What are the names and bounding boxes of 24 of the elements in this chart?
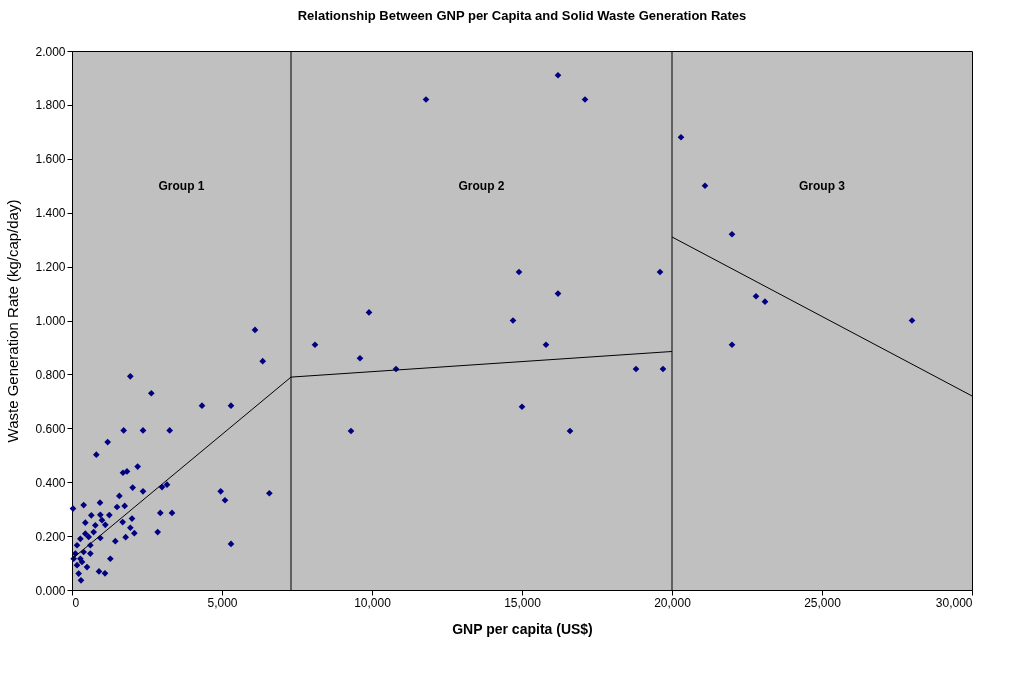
annotation: Group 3 [798,178,846,193]
x-tick-label: 30,000 [935,595,973,610]
x-tick-label: 0 [72,595,80,610]
y-tick-label: 0.000 [35,583,66,598]
y-tick-label: 0.800 [35,367,66,382]
annotation: Group 2 [458,178,505,193]
x-tick-label: 10,000 [354,595,392,610]
x-tick-label: 15,000 [504,595,542,610]
x-axis-title: GNP per capita (US$) [452,620,593,637]
x-tick-label: 25,000 [804,595,842,610]
y-tick-label: 1.400 [35,206,66,221]
y-axis-title: Waste Generation Rate (kg/cap/day) [4,199,22,443]
y-tick-label: 1.800 [35,98,66,113]
x-tick-label: 20,000 [654,595,692,610]
chart-title: Relationship Between GNP per Capita and Solid Waste Generation Rates [297,8,747,23]
x-tick-label: 5,000 [207,595,238,610]
y-tick-label: 0.400 [35,475,66,490]
y-tick-label: 1.000 [35,314,66,328]
y-tick-label: 1.600 [35,152,66,167]
y-tick-label: 2.000 [35,44,66,59]
y-tick-label: 0.600 [35,421,66,436]
annotation: Group 1 [158,178,205,193]
y-tick-label: 0.200 [35,529,66,544]
y-tick-label: 1.200 [35,260,66,275]
